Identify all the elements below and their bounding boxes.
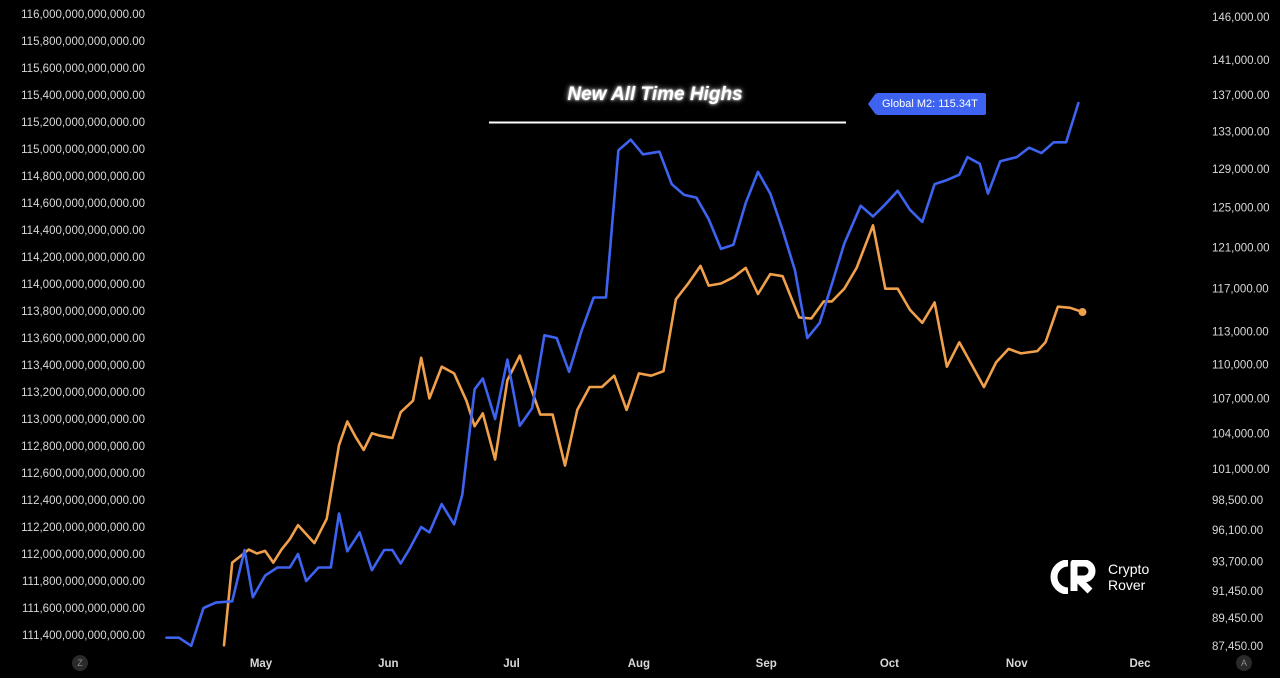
right-tick-label: 125,000.00: [1212, 203, 1270, 215]
left-tick-label: 112,000,000,000,000.00: [21, 549, 145, 561]
right-tick-label: 89,450.00: [1212, 613, 1263, 625]
left-tick-label: 111,400,000,000,000.00: [22, 630, 145, 642]
logo-line1: Crypto: [1108, 561, 1150, 577]
btc-last-point: [1078, 308, 1087, 317]
logo: Crypto Rover: [1050, 559, 1149, 595]
left-tick-label: 113,000,000,000,000.00: [21, 414, 145, 426]
right-tick-label: 98,500.00: [1212, 495, 1263, 507]
logo-line2: Rover: [1108, 577, 1146, 593]
scale-mode-left-button[interactable]: Z: [72, 655, 88, 671]
left-tick-label: 115,000,000,000,000.00: [21, 144, 145, 156]
x-axis: May Jun Jul Aug Sep Oct Nov Dec: [250, 658, 1151, 670]
right-tick-label: 107,000.00: [1212, 393, 1270, 405]
right-tick-label: 129,000.00: [1212, 164, 1270, 176]
left-tick-label: 113,600,000,000,000.00: [21, 333, 145, 345]
right-tick-label: 91,450.00: [1212, 586, 1263, 598]
m2-series-line: [165, 101, 1080, 648]
left-tick-label: 116,000,000,000,000.00: [21, 9, 145, 21]
right-tick-label: 133,000.00: [1212, 126, 1270, 138]
left-tick-label: 115,800,000,000,000.00: [21, 36, 145, 48]
right-tick-label: 96,100.00: [1212, 525, 1263, 537]
right-tick-label: 93,700.00: [1212, 556, 1263, 568]
logo-mark-icon: [1050, 559, 1098, 595]
left-tick-label: 111,800,000,000,000.00: [22, 576, 145, 588]
right-axis: 146,000.00 141,000.00 137,000.00 133,000.00…: [1212, 12, 1270, 653]
left-tick-label: 113,400,000,000,000.00: [21, 360, 145, 372]
x-tick-label: Aug: [628, 658, 650, 670]
right-tick-label: 87,450.00: [1212, 641, 1263, 653]
left-tick-label: 113,200,000,000,000.00: [21, 387, 145, 399]
x-tick-label: Dec: [1129, 658, 1151, 670]
logo-text: Crypto Rover: [1108, 561, 1149, 593]
x-tick-label: Jun: [378, 658, 398, 670]
left-tick-label: 114,400,000,000,000.00: [21, 225, 145, 237]
left-tick-label: 113,800,000,000,000.00: [21, 306, 145, 318]
x-tick-label: Sep: [756, 658, 777, 670]
left-tick-label: 114,800,000,000,000.00: [21, 171, 145, 183]
annotation-title: New All Time Highs: [567, 84, 743, 105]
left-tick-label: 114,200,000,000,000.00: [21, 252, 145, 264]
series-layer: [165, 101, 1087, 648]
left-tick-label: 115,200,000,000,000.00: [21, 117, 145, 129]
right-tick-label: 117,000.00: [1212, 284, 1269, 296]
right-tick-label: 101,000.00: [1212, 464, 1270, 476]
x-tick-label: Jul: [503, 658, 520, 670]
left-tick-label: 112,400,000,000,000.00: [21, 495, 145, 507]
x-tick-label: Oct: [880, 658, 899, 670]
x-tick-label: Nov: [1006, 658, 1028, 670]
right-tick-label: 141,000.00: [1212, 55, 1270, 67]
left-axis: 116,000,000,000,000.00 115,800,000,000,00…: [21, 9, 145, 642]
left-tick-label: 111,600,000,000,000.00: [22, 603, 145, 615]
btc-series-line: [222, 224, 1084, 647]
left-tick-label: 114,000,000,000,000.00: [21, 279, 145, 291]
left-tick-label: 112,600,000,000,000.00: [21, 468, 145, 480]
right-tick-label: 146,000.00: [1212, 12, 1270, 24]
left-tick-label: 114,600,000,000,000.00: [21, 198, 145, 210]
x-tick-label: May: [250, 658, 273, 670]
left-tick-label: 112,800,000,000,000.00: [21, 441, 145, 453]
left-tick-label: 112,200,000,000,000.00: [21, 522, 145, 534]
left-tick-label: 115,600,000,000,000.00: [21, 63, 145, 75]
price-tag: Global M2: 115.34T: [868, 93, 986, 115]
right-tick-label: 137,000.00: [1212, 90, 1270, 102]
right-tick-label: 110,000.00: [1212, 359, 1269, 371]
left-tick-label: 115,400,000,000,000.00: [21, 90, 145, 102]
right-tick-label: 113,000.00: [1212, 326, 1269, 338]
right-tick-label: 121,000.00: [1212, 242, 1270, 254]
auto-scale-button[interactable]: A: [1236, 655, 1252, 671]
right-tick-label: 104,000.00: [1212, 428, 1270, 440]
